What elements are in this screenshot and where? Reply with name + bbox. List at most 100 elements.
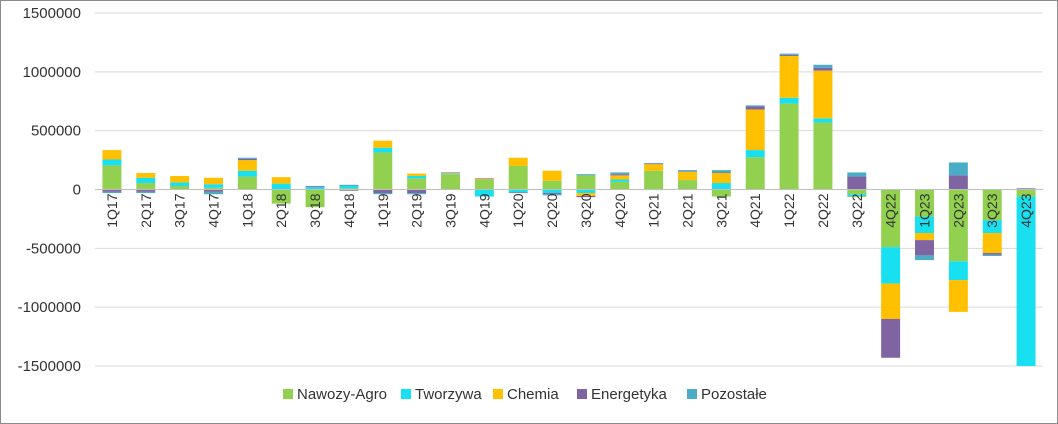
bar-segment — [474, 179, 494, 190]
bar-segment — [948, 175, 968, 190]
bar-segment — [745, 106, 765, 110]
bar-segment — [170, 185, 190, 190]
bar-segment — [813, 67, 833, 71]
bar-segment — [474, 178, 494, 179]
bar-segment — [711, 183, 731, 190]
bar-segment — [847, 196, 867, 198]
x-tick-label: 1Q22 — [781, 193, 797, 227]
bar-segment — [915, 255, 934, 261]
bar-segment — [982, 233, 1002, 254]
bar-segment — [373, 193, 393, 195]
bars — [102, 53, 1036, 366]
bar-segment — [745, 109, 765, 151]
bar-segment — [1016, 188, 1036, 190]
bar-segment — [542, 170, 562, 181]
bar-segment — [779, 53, 799, 55]
bar-segment — [847, 172, 867, 177]
x-tick-label: 1Q20 — [510, 193, 526, 227]
x-tick-label: 2Q21 — [680, 193, 696, 227]
bar-segment — [204, 191, 223, 195]
bar-segment — [474, 189, 494, 197]
x-tick-label: 4Q20 — [612, 193, 628, 227]
bar-segment — [1016, 196, 1036, 366]
x-tick-label: 3Q21 — [713, 193, 729, 227]
bar-segment — [508, 192, 528, 194]
bar-segment — [881, 247, 901, 284]
y-tick-label: 500000 — [31, 123, 81, 140]
bar-segment — [745, 150, 765, 158]
bar-segment — [271, 183, 291, 190]
x-tick-label: 2Q18 — [273, 193, 289, 227]
bar-segment — [644, 170, 664, 190]
bar-segment — [237, 160, 257, 171]
x-tick-label: 2Q20 — [544, 193, 560, 227]
bar-segment — [610, 181, 630, 190]
bar-segment — [508, 157, 528, 166]
x-tick-label: 3Q18 — [307, 193, 323, 227]
bar-segment — [237, 157, 257, 159]
bar-segment — [373, 147, 393, 153]
bar-segment — [339, 184, 359, 186]
bar-segment — [170, 175, 190, 183]
bar-segment — [305, 189, 325, 208]
y-tick-label: -500000 — [26, 240, 81, 257]
legend-swatch — [283, 389, 293, 399]
bar-segment — [610, 174, 630, 176]
x-tick-label: 1Q19 — [375, 193, 391, 227]
y-tick-label: 0 — [73, 182, 81, 199]
x-tick-label: 3Q19 — [443, 193, 459, 227]
bar-segment — [576, 174, 596, 176]
bar-segment — [576, 175, 596, 190]
x-tick-label: 4Q23 — [1018, 193, 1034, 227]
bar-segment — [102, 189, 122, 192]
bar-segment — [542, 194, 562, 196]
bar-segment — [305, 185, 325, 187]
legend-label: Pozostałe — [701, 386, 767, 403]
x-tick-label: 4Q19 — [476, 193, 492, 227]
bar-segment — [407, 193, 427, 195]
bar-segment — [373, 140, 393, 148]
bar-segment — [542, 193, 562, 195]
bar-segment — [779, 55, 799, 98]
y-tick-label: -1500000 — [18, 358, 81, 375]
bar-segment — [644, 163, 664, 164]
bar-segment — [915, 189, 934, 217]
x-tick-label: 2Q22 — [815, 193, 831, 227]
bar-segment — [508, 165, 528, 190]
legend-label: Chemia — [507, 386, 559, 403]
bar-segment — [610, 179, 630, 182]
bar-segment — [915, 233, 934, 241]
bar-segment — [678, 180, 697, 190]
bar-segment — [441, 174, 460, 190]
bar-segment — [711, 172, 731, 174]
legend: Nawozy-Agro Tworzywa Chemia Energetyka Pozos… — [283, 386, 767, 403]
bar-segment — [271, 189, 291, 204]
bar-segment — [407, 178, 427, 190]
bar-segment — [745, 105, 765, 107]
bar-segment — [847, 176, 867, 190]
bar-segment — [881, 283, 901, 319]
bar-segment — [305, 187, 325, 190]
bar-segment — [542, 180, 562, 190]
bar-segment — [204, 177, 223, 185]
x-tick-label: 4Q22 — [883, 193, 899, 227]
bar-segment — [779, 54, 799, 56]
bar-segment — [779, 103, 799, 190]
bar-segment — [542, 189, 562, 194]
bar-segment — [339, 189, 359, 191]
bar-segment — [339, 185, 359, 189]
bar-segment — [102, 191, 122, 194]
bar-segment — [576, 193, 596, 196]
bar-segment — [373, 152, 393, 190]
bar-segment — [474, 178, 494, 180]
bar-segment — [847, 194, 867, 197]
bar-segment — [441, 172, 460, 174]
bar-segment — [441, 173, 460, 175]
bar-segment — [576, 189, 596, 194]
bar-segment — [237, 170, 257, 177]
bar-segment — [271, 177, 291, 184]
x-tick-label: 3Q22 — [849, 193, 865, 227]
bar-segment — [441, 173, 460, 174]
